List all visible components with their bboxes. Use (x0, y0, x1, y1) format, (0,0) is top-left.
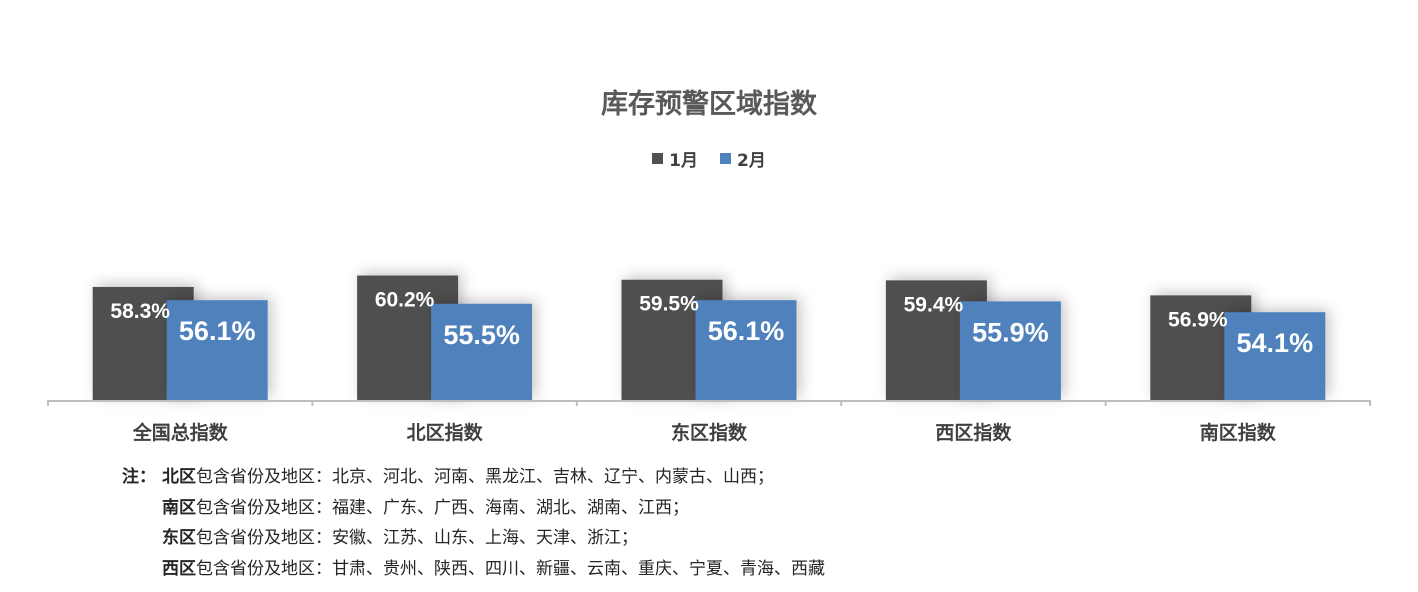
data-label-west-feb: 55.9% (972, 317, 1049, 347)
legend-swatch-jan (652, 153, 664, 164)
category-label-south: 南区指数 (1200, 421, 1277, 444)
bar-east-feb (695, 300, 797, 400)
note-line-east: 东区包含省份及地区：安徽、江苏、山东、上海、天津、浙江； (122, 523, 825, 554)
note-region-north: 北区 (162, 467, 196, 487)
data-label-south-feb: 54.1% (1237, 328, 1314, 358)
data-label-east-feb: 56.1% (708, 316, 785, 346)
note-text-south: 包含省份及地区：福建、广东、广西、海南、湖北、湖南、江西； (196, 497, 689, 518)
data-label-east-jan: 59.5% (639, 293, 699, 316)
bar-north-feb (431, 303, 533, 400)
category-label-total: 全国总指数 (132, 421, 229, 444)
note-region-west: 西区 (162, 558, 196, 579)
note-prefix: 注： (122, 467, 156, 487)
chart-notes: 注： 北区包含省份及地区：北京、河北、河南、黑龙江、吉林、辽宁、内蒙古、山西； 南… (122, 462, 825, 584)
bar-south-feb (1224, 312, 1326, 400)
bar-chart-plot: 58.3% 56.1% 全国总指数 60.2% 55.5% 北区指数 59.5% 56.1% 东… (47, 275, 1371, 444)
legend-item-jan: 1月 (652, 146, 698, 171)
note-line-south: 南区包含省份及地区：福建、广东、广西、海南、湖北、湖南、江西； (122, 493, 825, 524)
category-label-west: 西区指数 (935, 421, 1012, 444)
category-label-east: 东区指数 (671, 421, 748, 444)
legend-label-jan: 1月 (669, 151, 698, 171)
data-label-north-feb: 55.5% (443, 320, 520, 350)
note-text-north: 包含省份及地区：北京、河北、河南、黑龙江、吉林、辽宁、内蒙古、山西； (196, 467, 774, 487)
data-label-north-jan: 60.2% (375, 289, 435, 312)
data-label-total-jan: 58.3% (110, 300, 170, 323)
category-label-north: 北区指数 (407, 421, 484, 444)
data-label-south-jan: 56.9% (1168, 308, 1228, 331)
chart-legend: 1月 2月 (0, 146, 1418, 171)
legend-label-feb: 2月 (737, 151, 766, 171)
legend-item-feb: 2月 (720, 146, 766, 171)
note-region-south: 南区 (162, 497, 196, 518)
data-label-west-jan: 59.4% (904, 293, 964, 316)
note-region-east: 东区 (162, 528, 196, 548)
legend-swatch-feb (720, 153, 731, 164)
note-line-north: 注： 北区包含省份及地区：北京、河北、河南、黑龙江、吉林、辽宁、内蒙古、山西； (122, 462, 825, 493)
bar-total-feb (166, 300, 268, 400)
note-text-east: 包含省份及地区：安徽、江苏、山东、上海、天津、浙江； (196, 528, 638, 548)
chart-title: 库存预警区域指数 (601, 89, 817, 120)
data-label-total-feb: 56.1% (179, 316, 256, 346)
bar-west-feb (959, 301, 1061, 400)
note-line-west: 西区包含省份及地区：甘肃、贵州、陕西、四川、新疆、云南、重庆、宁夏、青海、西藏 (122, 554, 825, 585)
note-text-west: 包含省份及地区：甘肃、贵州、陕西、四川、新疆、云南、重庆、宁夏、青海、西藏 (196, 558, 825, 579)
